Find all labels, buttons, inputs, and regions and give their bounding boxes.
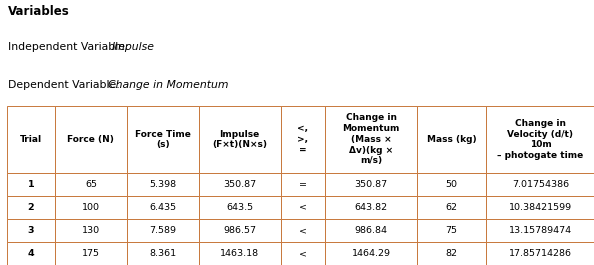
Bar: [7, 173, 55, 196]
Bar: [280, 173, 325, 196]
Text: Impulse
(F×t)(N×s): Impulse (F×t)(N×s): [212, 130, 267, 149]
Text: 350.87: 350.87: [223, 180, 256, 189]
Text: Dependent Variable:: Dependent Variable:: [8, 80, 123, 90]
Bar: [325, 106, 418, 173]
Bar: [7, 219, 55, 242]
Text: Independent Variable:: Independent Variable:: [8, 42, 132, 52]
Text: =: =: [299, 180, 307, 189]
Text: Force Time
(s): Force Time (s): [135, 130, 191, 149]
Text: 2: 2: [28, 203, 34, 212]
Bar: [55, 196, 127, 219]
Text: <: <: [299, 226, 307, 235]
Bar: [7, 196, 55, 219]
Text: 6.435: 6.435: [149, 203, 176, 212]
Text: <: <: [299, 203, 307, 212]
Text: 1464.29: 1464.29: [352, 249, 391, 258]
Bar: [486, 242, 594, 265]
Bar: [55, 173, 127, 196]
Bar: [280, 106, 325, 173]
Text: 13.15789474: 13.15789474: [509, 226, 572, 235]
Bar: [198, 173, 280, 196]
Text: 65: 65: [85, 180, 97, 189]
Text: Impulse: Impulse: [112, 42, 154, 52]
Text: 986.84: 986.84: [355, 226, 388, 235]
Bar: [486, 106, 594, 173]
Text: 175: 175: [82, 249, 100, 258]
Bar: [127, 242, 198, 265]
Bar: [198, 196, 280, 219]
Text: <: <: [299, 249, 307, 258]
Text: Wally`s mass: Wally`s mass: [55, 117, 128, 128]
Bar: [325, 173, 418, 196]
Text: Change in
Velocity (d/t)
10m
– photogate time: Change in Velocity (d/t) 10m – photogate…: [497, 119, 584, 160]
Text: 986.57: 986.57: [223, 226, 256, 235]
Text: 4: 4: [28, 249, 34, 258]
Bar: [280, 196, 325, 219]
Text: 62: 62: [446, 203, 457, 212]
Text: 3: 3: [28, 226, 34, 235]
Bar: [325, 219, 418, 242]
Bar: [325, 196, 418, 219]
Text: <,
>,
=: <, >, =: [298, 124, 308, 155]
Text: 7.589: 7.589: [149, 226, 176, 235]
Text: 643.5: 643.5: [226, 203, 253, 212]
Text: Change in Momentum: Change in Momentum: [108, 80, 228, 90]
Text: Mass (kg): Mass (kg): [426, 135, 476, 144]
Text: 10.38421599: 10.38421599: [509, 203, 572, 212]
Text: 130: 130: [82, 226, 100, 235]
Text: Force (N): Force (N): [68, 135, 114, 144]
Text: 350.87: 350.87: [355, 180, 388, 189]
Bar: [7, 242, 55, 265]
Bar: [7, 106, 55, 173]
Text: Change in
Momentum
(Mass ×
Δv)(kg ×
m/s): Change in Momentum (Mass × Δv)(kg × m/s): [343, 113, 400, 165]
Text: Variables: Variables: [8, 5, 69, 18]
Text: 5.398: 5.398: [149, 180, 176, 189]
Bar: [486, 196, 594, 219]
Bar: [418, 242, 486, 265]
Text: 8.361: 8.361: [149, 249, 176, 258]
Text: 17.85714286: 17.85714286: [509, 249, 572, 258]
Text: Constant:: Constant:: [8, 117, 64, 127]
Text: 1: 1: [28, 180, 34, 189]
Text: 100: 100: [82, 203, 100, 212]
Text: 7.01754386: 7.01754386: [512, 180, 569, 189]
Bar: [127, 219, 198, 242]
Text: 643.82: 643.82: [355, 203, 388, 212]
Bar: [418, 106, 486, 173]
Bar: [55, 106, 127, 173]
Bar: [127, 106, 198, 173]
Bar: [418, 196, 486, 219]
Text: 75: 75: [446, 226, 457, 235]
Bar: [418, 219, 486, 242]
Bar: [198, 106, 280, 173]
Bar: [55, 242, 127, 265]
Text: 50: 50: [446, 180, 457, 189]
Bar: [127, 196, 198, 219]
Text: 1463.18: 1463.18: [220, 249, 259, 258]
Text: Trial: Trial: [20, 135, 42, 144]
Bar: [198, 242, 280, 265]
Bar: [280, 242, 325, 265]
Text: 82: 82: [446, 249, 457, 258]
Bar: [198, 219, 280, 242]
Bar: [418, 173, 486, 196]
Bar: [486, 173, 594, 196]
Bar: [127, 173, 198, 196]
Bar: [325, 242, 418, 265]
Bar: [280, 219, 325, 242]
Bar: [486, 219, 594, 242]
Bar: [55, 219, 127, 242]
